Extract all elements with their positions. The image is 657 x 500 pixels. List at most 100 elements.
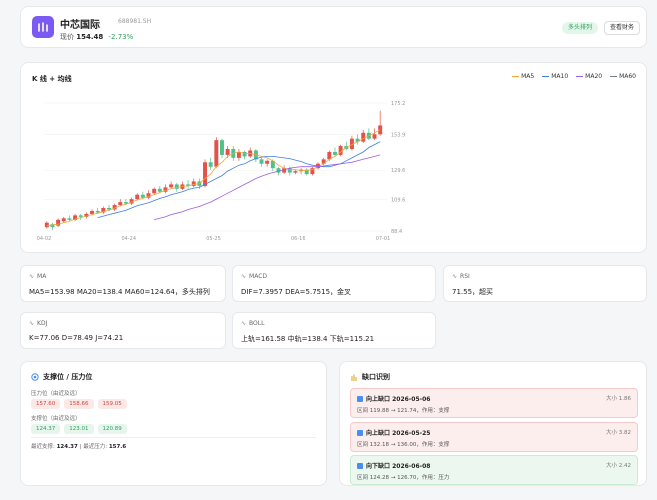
divider [31,437,316,438]
kline-chart[interactable]: 175.2 153.9 129.6 109.6 88.4 04-02 04-24 05-25 0… [21,63,648,254]
candle [310,168,315,175]
ma20-swatch [576,75,584,78]
candle [361,132,366,142]
legend-ma10-label: MA10 [551,73,569,80]
x-tick-label: 04-02 [37,236,52,242]
candle [191,181,196,186]
ma-line-ma10 [97,141,381,218]
candle [157,188,162,192]
candle [355,138,360,142]
candle [287,168,292,173]
legend-ma20[interactable]: MA20 [576,73,602,80]
wave-icon: ∿ [241,273,247,280]
resistance-chip: 158.66 [64,399,94,409]
gap-item-title: 向下缺口 2026-06-08 [357,461,430,470]
indicator-ma-value: MA5=153.98 MA20=138.4 MA60=124.64，多头排列 [29,288,210,296]
indicator-kdj: ∿ KDJ K=77.06 D=78.49 J=74.21 [20,312,226,349]
gap-item[interactable]: 向上缺口 2026-05-25 大小 3.82 区间 132.18 → 136.… [350,422,638,452]
current-price: 154.48 [76,33,104,41]
nearest-levels-summary: 最近支撑: 124.37 | 最近压力: 157.6 [31,442,126,450]
candle [225,149,230,155]
indicator-macd: ∿ MACD DIF=7.3957 DEA=5.7515，金叉 [232,265,436,302]
wave-icon: ∿ [241,320,247,327]
gap-item[interactable]: 向下缺口 2026-06-08 大小 2.42 区间 124.28 → 126.… [350,455,638,485]
indicator-macd-title: ∿ MACD [241,273,267,280]
candle [203,162,208,186]
support-resistance-card: 支撑位 / 压力位 压力位（由近及远） 157.60 158.66 159.05… [20,361,327,486]
gap-item-size: 大小 1.86 [606,396,631,402]
candle [129,199,134,204]
candle [169,184,174,188]
y-tick-label: 88.4 [391,229,402,235]
candle [61,218,66,222]
arrow-icon [357,430,363,436]
view-financials-button[interactable]: 查看财务 [604,21,641,35]
indicator-kdj-label: KDJ [37,320,48,327]
support-list: 124.37 123.01 120.89 [31,424,127,434]
candle [236,151,241,158]
arrow-icon [357,463,363,469]
candle [106,207,111,210]
candle [84,213,89,217]
candle [270,160,275,169]
x-tick-label: 05-25 [206,236,221,242]
support-resistance-title: 支撑位 / 压力位 [31,372,92,382]
candle [372,134,377,139]
candle [73,215,78,220]
candle [276,168,281,173]
indicator-boll-value: 上轨=161.58 中轨=138.4 下轨=115.21 [241,335,375,343]
candle [95,210,100,213]
candle [332,151,337,155]
indicator-rsi: ∿ RSI 71.55，超买 [443,265,647,302]
y-tick-label: 175.2 [391,101,405,107]
kline-title: K 线 + 均线 [32,75,72,83]
candle [112,205,117,210]
indicator-macd-label: MACD [249,273,268,280]
y-tick-label: 153.9 [391,132,405,138]
candle [293,171,298,173]
price-change: -2.73% [108,33,134,41]
legend-ma5[interactable]: MA5 [512,73,534,80]
candle [186,184,191,186]
stock-code: 688981.SH [118,18,152,25]
indicator-kdj-title: ∿ KDJ [29,320,47,327]
gap-detection-card: 缺口识别 向上缺口 2026-05-06 大小 1.86 区间 119.88 →… [339,361,647,486]
candle [123,202,128,204]
stock-name: 中芯国际 [60,20,100,31]
indicator-boll-title: ∿ BOLL [241,320,264,327]
candle [174,184,179,189]
gap-item-title: 向上缺口 2026-05-06 [357,394,430,403]
price-label: 现价 [60,33,74,41]
gap-item-title-text: 向上缺口 2026-05-25 [366,430,431,437]
candle [101,207,106,213]
wave-icon: ∿ [452,273,458,280]
indicator-macd-value: DIF=7.3957 DEA=5.7515，金叉 [241,288,352,296]
candle [214,140,219,167]
candle [90,210,95,214]
candle [259,159,264,164]
legend-ma60[interactable]: MA60 [610,73,636,80]
y-tick-label: 129.6 [391,168,405,174]
chart-legend: MA5 MA10 MA20 MA60 [512,73,636,80]
indicator-ma: ∿ MA MA5=153.98 MA20=138.4 MA60=124.64，多头… [20,265,226,302]
legend-ma60-label: MA60 [619,73,636,80]
ma10-swatch [542,75,550,78]
indicator-rsi-value: 71.55，超买 [452,288,494,296]
gap-item[interactable]: 向上缺口 2026-05-06 大小 1.86 区间 119.88 → 121.… [350,388,638,418]
support-chip: 123.01 [64,424,94,434]
legend-ma10[interactable]: MA10 [542,73,568,80]
gap-item-detail: 区间 132.18 → 136.00，作用：支撑 [357,442,450,448]
nearest-resistance-label: 最近压力: [83,444,108,450]
candle [304,169,309,175]
candle [282,168,287,173]
support-label: 支撑位（由近及远） [31,416,81,422]
indicator-ma-title: ∿ MA [29,273,46,280]
ma5-swatch [512,75,520,78]
resistance-chip: 157.60 [31,399,61,409]
candle [135,194,140,200]
trend-badge: 多头排列 [562,22,599,34]
support-resistance-title-text: 支撑位 / 压力位 [43,373,93,381]
gap-item-size: 大小 3.82 [606,430,631,436]
indicator-rsi-title: ∿ RSI [452,273,470,280]
support-chip: 124.37 [31,424,61,434]
